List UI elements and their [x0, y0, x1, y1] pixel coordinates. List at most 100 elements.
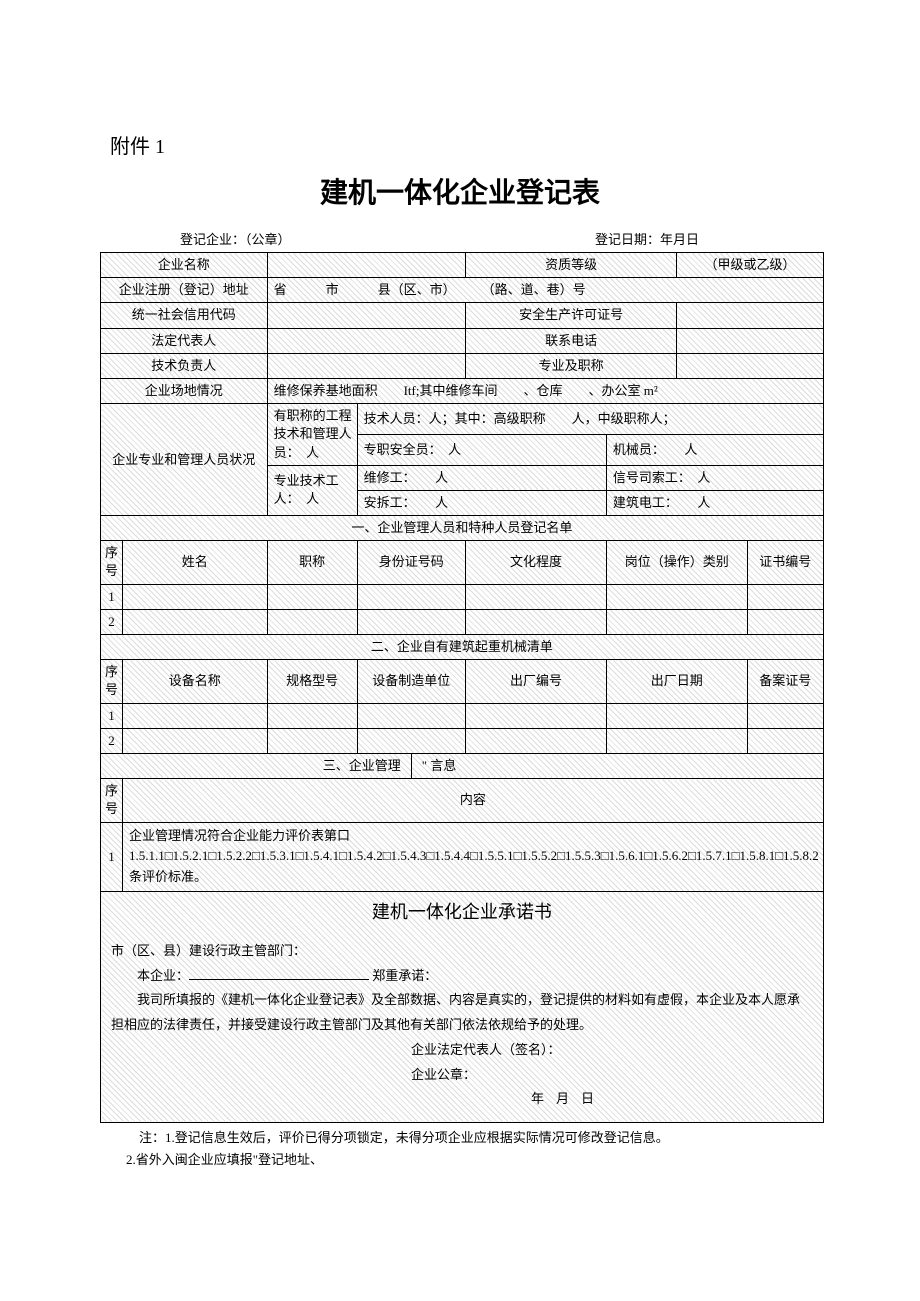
- s2-r1-filing[interactable]: [747, 703, 823, 728]
- s1-r1-id[interactable]: [357, 584, 465, 609]
- s2-h-date: 出厂日期: [606, 660, 747, 703]
- s1-r2-seq: 2: [101, 609, 123, 634]
- s1-r1-title[interactable]: [267, 584, 357, 609]
- field-safety-permit[interactable]: [677, 303, 824, 328]
- s1-r2-post[interactable]: [606, 609, 747, 634]
- footnote-2: 2.省外入闽企业应填报"登记地址、: [100, 1149, 820, 1171]
- s1-r2-edu[interactable]: [466, 609, 607, 634]
- label-safety-permit: 安全生产许可证号: [466, 303, 677, 328]
- field-address[interactable]: 省 市 县（区、市） （路、道、巷）号: [267, 278, 823, 303]
- commit-promise-suffix: 郑重承诺：: [372, 968, 437, 983]
- document-title: 建机一体化企业登记表: [100, 171, 820, 211]
- field-company-name[interactable]: [267, 253, 465, 278]
- field-tech-staff[interactable]: 技术人员：人；其中：高级职称 人，中级职称人；: [357, 404, 823, 435]
- s2-h-seq: 序号: [101, 660, 123, 703]
- s2-row-1: 1: [101, 703, 824, 728]
- field-repair[interactable]: 维修工： 人: [357, 465, 606, 490]
- row-credit-code: 统一社会信用代码 安全生产许可证号: [101, 303, 824, 328]
- s3-r1-content: 企业管理情况符合企业能力评价表第口 1.5.1.1□1.5.2.1□1.5.2.…: [123, 822, 824, 891]
- section3-title-row: 三、企业管理 " 言息: [101, 753, 824, 778]
- commit-company-prefix: 本企业：: [137, 968, 189, 983]
- commit-sig-rep: 企业法定代表人（签名）：: [111, 1038, 813, 1063]
- s1-r2-id[interactable]: [357, 609, 465, 634]
- label-credit-code: 统一社会信用代码: [101, 303, 268, 328]
- section2-title-row: 二、企业自有建筑起重机械清单: [101, 635, 824, 660]
- s3-r1-seq: 1: [101, 822, 123, 891]
- commit-addressee: 市（区、县）建设行政主管部门：: [111, 939, 813, 964]
- s1-row-1: 1: [101, 584, 824, 609]
- field-phone[interactable]: [677, 328, 824, 353]
- label-legal-rep: 法定代表人: [101, 328, 268, 353]
- s1-r1-name[interactable]: [123, 584, 268, 609]
- field-electrician[interactable]: 建筑电工： 人: [606, 490, 823, 515]
- page: 附件 1 建机一体化企业登记表 登记企业：（公章） 登记日期：年月日 企业名称 …: [0, 0, 920, 1231]
- field-credit-code[interactable]: [267, 303, 465, 328]
- footnotes: 注：1.登记信息生效后，评价已得分项锁定，未得分项企业应根据实际情况可修改登记信…: [100, 1123, 820, 1171]
- field-install[interactable]: 安拆工： 人: [357, 490, 606, 515]
- s2-r1-maker[interactable]: [357, 703, 465, 728]
- label-address: 企业注册（登记）地址: [101, 278, 268, 303]
- section3-title-right: " 言息: [411, 753, 823, 778]
- s1-r2-cert[interactable]: [747, 609, 823, 634]
- label-site: 企业场地情况: [101, 378, 268, 403]
- section2-header-row: 序号 设备名称 规格型号 设备制造单位 出厂编号 出厂日期 备案证号: [101, 660, 824, 703]
- s1-r1-post[interactable]: [606, 584, 747, 609]
- s1-h-id: 身份证号码: [357, 541, 465, 584]
- s2-row-2: 2: [101, 728, 824, 753]
- s2-r1-date[interactable]: [606, 703, 747, 728]
- s2-r2-serial[interactable]: [466, 728, 607, 753]
- s1-r1-cert[interactable]: [747, 584, 823, 609]
- s1-h-title: 职称: [267, 541, 357, 584]
- row-legal-rep: 法定代表人 联系电话: [101, 328, 824, 353]
- s2-r1-serial[interactable]: [466, 703, 607, 728]
- label-company-name: 企业名称: [101, 253, 268, 278]
- s2-r1-name[interactable]: [123, 703, 268, 728]
- s3-h-seq: 序号: [101, 779, 123, 822]
- s2-r2-filing[interactable]: [747, 728, 823, 753]
- s2-r2-date[interactable]: [606, 728, 747, 753]
- row-address: 企业注册（登记）地址 省 市 县（区、市） （路、道、巷）号: [101, 278, 824, 303]
- commit-company-blank[interactable]: [189, 967, 369, 980]
- s2-r2-seq: 2: [101, 728, 123, 753]
- commitment-body: 市（区、县）建设行政主管部门： 本企业： 郑重承诺： 我司所填报的《建机一体化企…: [101, 933, 823, 1122]
- field-major-title[interactable]: [677, 353, 824, 378]
- s2-h-name: 设备名称: [123, 660, 268, 703]
- label-staff: 企业专业和管理人员状况: [101, 404, 268, 516]
- commit-paragraph: 我司所填报的《建机一体化企业登记表》及全部数据、内容是真实的，登记提供的材料如有…: [111, 988, 813, 1037]
- s2-h-maker: 设备制造单位: [357, 660, 465, 703]
- s1-row-2: 2: [101, 609, 824, 634]
- reg-date-label: 登记日期：年月日: [405, 229, 820, 248]
- label-pro-workers: 专业技术工人： 人: [267, 465, 357, 515]
- s1-r2-title[interactable]: [267, 609, 357, 634]
- row-staff-a: 企业专业和管理人员状况 有职称的工程技术和管理人员： 人 技术人员：人；其中：高…: [101, 404, 824, 435]
- s1-r2-name[interactable]: [123, 609, 268, 634]
- field-safety-officer[interactable]: 专职安全员： 人: [357, 434, 606, 465]
- field-legal-rep[interactable]: [267, 328, 465, 353]
- field-tech-lead[interactable]: [267, 353, 465, 378]
- s1-h-name: 姓名: [123, 541, 268, 584]
- row-site: 企业场地情况 维修保养基地面积 Itf;其中维修车间 、仓库 、办公室 m²: [101, 378, 824, 403]
- section1-title-row: 一、企业管理人员和特种人员登记名单: [101, 516, 824, 541]
- s3-row-1: 1 企业管理情况符合企业能力评价表第口 1.5.1.1□1.5.2.1□1.5.…: [101, 822, 824, 891]
- field-signal[interactable]: 信号司索工： 人: [606, 465, 823, 490]
- s2-r2-name[interactable]: [123, 728, 268, 753]
- s2-r1-model[interactable]: [267, 703, 357, 728]
- row-company-name: 企业名称 资质等级 （甲级或乙级）: [101, 253, 824, 278]
- section3-title-left: 三、企业管理: [101, 753, 412, 778]
- section1-title: 一、企业管理人员和特种人员登记名单: [101, 516, 824, 541]
- label-major-title: 专业及职称: [466, 353, 677, 378]
- label-titled-staff: 有职称的工程技术和管理人员： 人: [267, 404, 357, 466]
- s2-h-filing: 备案证号: [747, 660, 823, 703]
- section2-title: 二、企业自有建筑起重机械清单: [101, 635, 824, 660]
- s2-r2-maker[interactable]: [357, 728, 465, 753]
- s1-r1-edu[interactable]: [466, 584, 607, 609]
- commitment-title: 建机一体化企业承诺书: [101, 892, 823, 933]
- field-mechanic[interactable]: 机械员： 人: [606, 434, 823, 465]
- label-tech-lead: 技术负责人: [101, 353, 268, 378]
- s1-r1-seq: 1: [101, 584, 123, 609]
- s1-h-seq: 序号: [101, 541, 123, 584]
- top-meta-line: 登记企业：（公章） 登记日期：年月日: [100, 229, 820, 248]
- field-site[interactable]: 维修保养基地面积 Itf;其中维修车间 、仓库 、办公室 m²: [267, 378, 823, 403]
- label-phone: 联系电话: [466, 328, 677, 353]
- s2-r2-model[interactable]: [267, 728, 357, 753]
